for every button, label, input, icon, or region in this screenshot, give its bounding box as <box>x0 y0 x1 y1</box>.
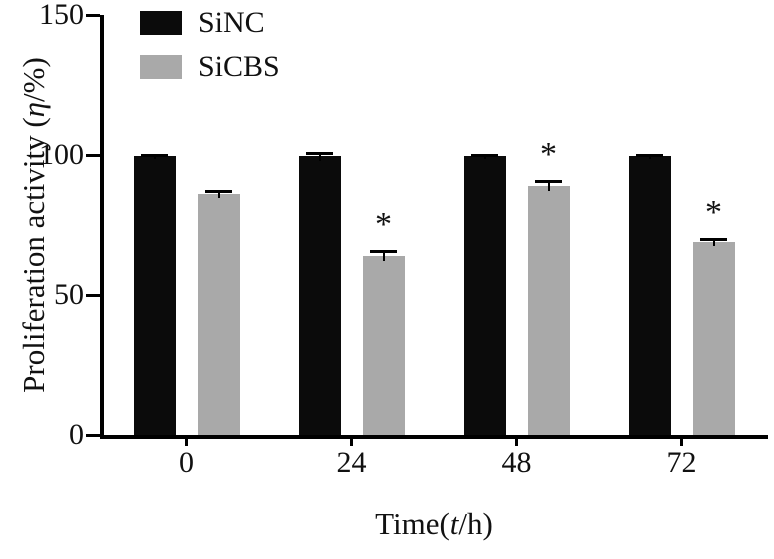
significance-marker: * <box>375 206 392 244</box>
x-tick-mark <box>680 439 683 446</box>
error-bar-cap <box>700 237 727 241</box>
error-bar-cap <box>205 190 232 194</box>
x-axis-label: Time(t/h) <box>104 506 764 542</box>
error-bar-cap <box>636 153 663 157</box>
x-axis-ticks: 0 24 48 72 <box>104 439 764 480</box>
bar-group: * <box>269 15 434 435</box>
y-tick-label: 50 <box>54 278 84 311</box>
y-axis-label: Proliferation activity (η/%) <box>16 57 52 393</box>
x-axis-label-suffix: /h) <box>458 506 493 541</box>
bar-sicbs: * <box>362 208 405 435</box>
x-axis-label-symbol: t <box>449 506 459 541</box>
error-bar-cap <box>370 250 397 254</box>
x-tick-label: 48 <box>434 439 599 480</box>
bar-sicbs: * <box>527 138 570 435</box>
y-axis-label-suffix: /%) <box>16 57 51 102</box>
plot-area: * * * <box>104 15 764 435</box>
bar-group: * <box>434 15 599 435</box>
x-axis-line <box>100 435 768 439</box>
y-tick-label: 100 <box>39 138 84 171</box>
x-tick-label: 24 <box>269 439 434 480</box>
legend-item: SiNC <box>140 8 280 38</box>
error-bar-cap <box>306 152 333 156</box>
y-tick-mark <box>86 433 100 437</box>
bar-group <box>104 15 269 435</box>
y-tick-mark <box>86 153 100 157</box>
x-tick-mark <box>350 439 353 446</box>
x-tick-mark <box>515 439 518 446</box>
y-tick-label: 0 <box>69 418 84 451</box>
y-axis-line <box>100 15 104 439</box>
error-bar <box>217 190 220 199</box>
x-axis-label-text: Time( <box>375 506 450 541</box>
error-bar-cap <box>535 180 562 184</box>
x-tick-label: 0 <box>104 439 269 480</box>
error-bar <box>712 237 715 247</box>
error-bar <box>318 152 321 161</box>
x-tick-label: 72 <box>599 439 764 480</box>
x-tick-mark <box>185 439 188 446</box>
y-axis-label-symbol: η <box>16 101 51 118</box>
legend-item: SiCBS <box>140 52 280 82</box>
bar-group: * <box>599 15 764 435</box>
bar-sinc <box>463 153 506 435</box>
bar-sinc <box>628 153 671 435</box>
legend-label: SiNC <box>198 6 265 39</box>
bar-sinc <box>133 153 176 435</box>
error-bar-cap <box>141 153 168 157</box>
bar-sicbs: * <box>692 195 735 435</box>
error-bar <box>547 180 550 192</box>
error-bar <box>382 250 385 262</box>
bar-sicbs <box>197 190 240 435</box>
y-tick-mark <box>86 13 100 17</box>
legend-swatch <box>140 11 182 35</box>
legend-swatch <box>140 55 182 79</box>
y-tick-label: 150 <box>39 0 84 31</box>
legend-label: SiCBS <box>198 50 280 83</box>
significance-marker: * <box>705 193 722 231</box>
bar-sinc <box>298 152 341 435</box>
error-bar-cap <box>471 153 498 157</box>
legend: SiNC SiCBS <box>140 8 280 82</box>
significance-marker: * <box>540 136 557 174</box>
y-tick-mark <box>86 293 100 297</box>
